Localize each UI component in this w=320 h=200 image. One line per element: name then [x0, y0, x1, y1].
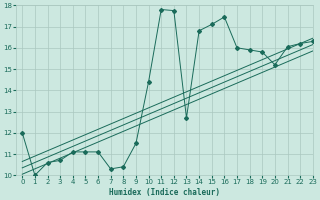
X-axis label: Humidex (Indice chaleur): Humidex (Indice chaleur)	[109, 188, 220, 197]
